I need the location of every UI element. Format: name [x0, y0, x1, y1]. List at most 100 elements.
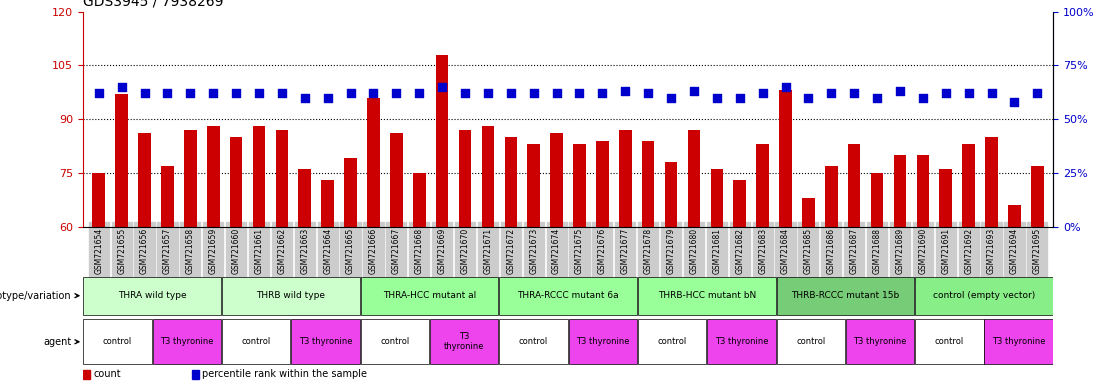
Point [479, 90, 496, 96]
Bar [940, 169, 952, 227]
Text: T3 thyronine: T3 thyronine [715, 337, 768, 346]
Bar [299, 169, 311, 227]
Point [159, 90, 176, 96]
Point [640, 90, 657, 96]
Text: T3 thyronine: T3 thyronine [160, 337, 214, 346]
Bar [985, 137, 998, 227]
Point [868, 94, 886, 101]
Bar [733, 180, 746, 227]
Point [548, 90, 566, 96]
Bar [802, 198, 815, 227]
Text: genotype/variation: genotype/variation [0, 291, 78, 301]
Bar [527, 144, 540, 227]
Bar [116, 94, 128, 227]
Point [777, 84, 794, 90]
Text: count: count [93, 369, 120, 379]
Bar [638, 319, 706, 364]
Text: control: control [796, 337, 825, 346]
Point [502, 90, 520, 96]
Point [1006, 99, 1024, 105]
Point [708, 94, 726, 101]
Bar [83, 319, 151, 364]
Point [753, 90, 771, 96]
Point [914, 94, 932, 101]
Bar [184, 130, 196, 227]
Bar [436, 55, 449, 227]
Point [296, 94, 313, 101]
Bar [777, 319, 845, 364]
Text: control (empty vector): control (empty vector) [933, 291, 1035, 300]
Bar [161, 166, 174, 227]
Text: THRA wild type: THRA wild type [118, 291, 186, 300]
Bar [665, 162, 677, 227]
Point [983, 90, 1000, 96]
Bar [367, 98, 379, 227]
Text: T3 thyronine: T3 thyronine [576, 337, 630, 346]
Bar [985, 319, 1053, 364]
Bar [825, 166, 837, 227]
Point [113, 84, 130, 90]
Bar [83, 370, 90, 379]
Point [525, 90, 543, 96]
Bar [361, 276, 499, 315]
Text: percentile rank within the sample: percentile rank within the sample [202, 369, 367, 379]
Point [617, 88, 634, 94]
Bar [321, 180, 334, 227]
Point [182, 90, 200, 96]
Bar [138, 133, 151, 227]
Bar [642, 141, 654, 227]
Bar [1008, 205, 1020, 227]
Point [936, 90, 954, 96]
Text: THRB-HCC mutant bN: THRB-HCC mutant bN [657, 291, 756, 300]
Bar [93, 173, 105, 227]
Bar [152, 319, 221, 364]
Bar [915, 276, 1053, 315]
Point [136, 90, 153, 96]
Point [593, 90, 611, 96]
Bar [413, 173, 426, 227]
Bar [596, 141, 609, 227]
Point [410, 90, 428, 96]
Bar [846, 319, 914, 364]
Bar [390, 133, 403, 227]
Bar [707, 319, 775, 364]
Bar [777, 276, 914, 315]
Bar [361, 319, 429, 364]
Point [433, 84, 451, 90]
Bar [574, 144, 586, 227]
Point [457, 90, 474, 96]
Point [731, 94, 749, 101]
Bar [291, 319, 360, 364]
Point [250, 90, 268, 96]
Text: THRA-HCC mutant al: THRA-HCC mutant al [383, 291, 476, 300]
Text: control: control [242, 337, 270, 346]
Bar [893, 155, 907, 227]
Point [800, 94, 817, 101]
Point [891, 88, 909, 94]
Bar [917, 155, 929, 227]
Bar [482, 126, 494, 227]
Point [570, 90, 588, 96]
Bar [192, 370, 200, 379]
Point [227, 90, 245, 96]
Text: T3
thyronine: T3 thyronine [443, 332, 484, 351]
Bar [459, 130, 471, 227]
Bar [83, 276, 221, 315]
Bar [710, 169, 724, 227]
Point [960, 90, 977, 96]
Text: control: control [518, 337, 548, 346]
Text: agent: agent [43, 337, 78, 347]
Bar [757, 144, 769, 227]
Bar [276, 130, 288, 227]
Point [387, 90, 405, 96]
Point [662, 94, 679, 101]
Bar [870, 173, 884, 227]
Text: control: control [103, 337, 132, 346]
Bar [550, 133, 563, 227]
Text: THRB-RCCC mutant 15b: THRB-RCCC mutant 15b [791, 291, 899, 300]
Bar [915, 319, 984, 364]
Point [204, 90, 222, 96]
Bar [638, 276, 775, 315]
Bar [848, 144, 860, 227]
Text: T3 thyronine: T3 thyronine [854, 337, 907, 346]
